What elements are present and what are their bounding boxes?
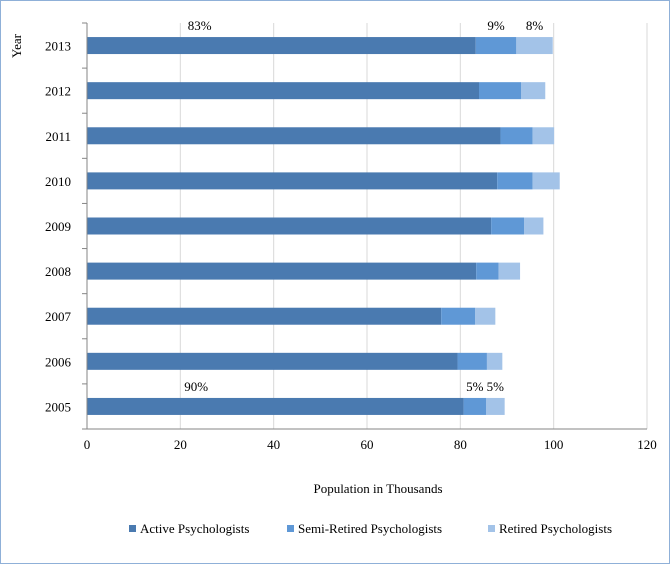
legend: Active Psychologists Semi-Retired Psychol…: [129, 521, 612, 536]
annotations: 83% 9% 8% 90% 5% 5%: [184, 18, 543, 394]
bar-segment: [87, 172, 498, 190]
x-tick-label: 20: [174, 437, 187, 452]
legend-label: Semi-Retired Psychologists: [298, 521, 442, 536]
legend-swatch: [287, 525, 294, 532]
y-tick-label: 2010: [45, 174, 71, 189]
bar-segment: [532, 127, 555, 145]
bar-segment: [491, 217, 525, 235]
bar-segment: [87, 127, 501, 145]
legend-swatch: [488, 525, 495, 532]
y-tick-label: 2012: [45, 84, 71, 99]
bar-segment: [87, 217, 492, 235]
bar-segment: [476, 262, 499, 280]
bar-segment: [87, 262, 477, 280]
y-tick-label: 2006: [45, 354, 72, 369]
x-tick-label: 80: [454, 437, 467, 452]
bars: [87, 37, 560, 415]
bar-segment: [500, 127, 533, 145]
percent-label: 83%: [188, 18, 212, 33]
y-tick-label: 2011: [45, 129, 71, 144]
bar-segment: [532, 172, 560, 190]
bar-segment: [457, 352, 487, 370]
bar-segment: [524, 217, 544, 235]
percent-label: 8%: [526, 18, 544, 33]
bar-segment: [486, 397, 505, 415]
y-tick-label: 2008: [45, 264, 71, 279]
bar-segment: [486, 352, 503, 370]
bar-segment: [87, 82, 479, 100]
x-tick-label: 40: [267, 437, 280, 452]
percent-label: 90%: [184, 379, 208, 394]
percent-label: 9%: [487, 18, 505, 33]
bar-segment: [87, 397, 464, 415]
legend-label: Active Psychologists: [140, 521, 249, 536]
y-tick-label: 2013: [45, 39, 71, 54]
x-tick-label: 100: [544, 437, 564, 452]
bar-segment: [475, 37, 517, 55]
bar-segment: [498, 262, 521, 280]
x-tick-label: 0: [84, 437, 91, 452]
bar-segment: [463, 397, 486, 415]
legend-label: Retired Psychologists: [499, 521, 612, 536]
x-tick-label: 60: [361, 437, 374, 452]
bar-segment: [516, 37, 553, 55]
percent-label: 5%: [466, 379, 484, 394]
bar-segment: [87, 37, 476, 55]
bar-segment: [497, 172, 533, 190]
x-axis-title: Population in Thousands: [313, 481, 442, 496]
y-tick-label: 2005: [45, 399, 71, 414]
y-tick-label: 2007: [45, 309, 72, 324]
bar-segment: [521, 82, 546, 100]
axes: 0 20 40 60 80 100 120 2005 2006 2007 2008 2009 2010 2…: [45, 22, 657, 452]
bar-segment: [479, 82, 521, 100]
bar-segment: [475, 307, 496, 325]
y-tick-label: 2009: [45, 219, 71, 234]
bar-segment: [87, 352, 458, 370]
bar-segment: [441, 307, 476, 325]
legend-swatch: [129, 525, 136, 532]
bar-segment: [87, 307, 442, 325]
x-tick-label: 120: [637, 437, 657, 452]
y-axis-title: Year: [9, 33, 24, 58]
percent-label: 5%: [487, 379, 505, 394]
